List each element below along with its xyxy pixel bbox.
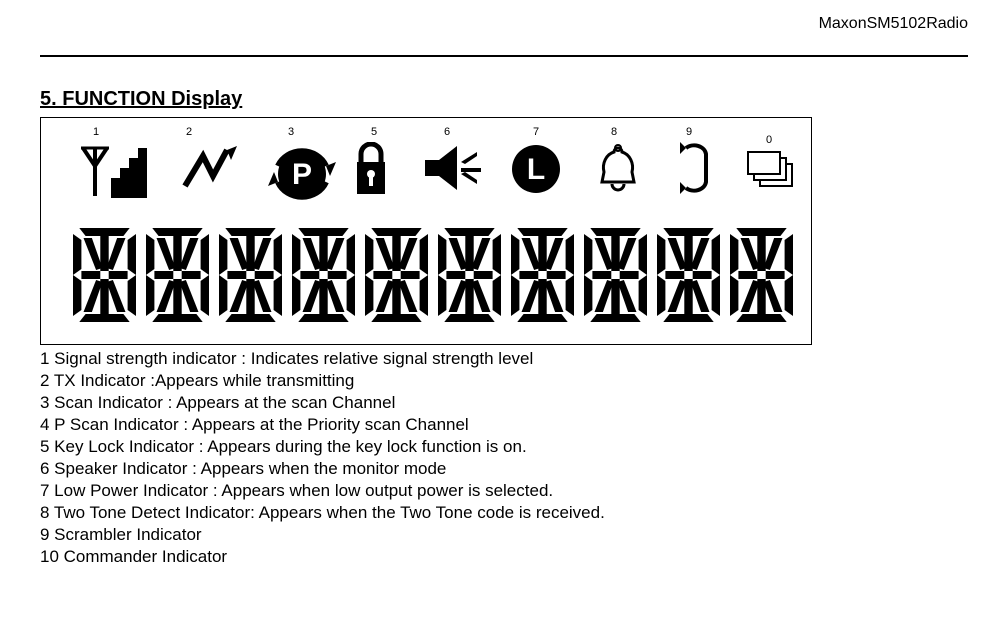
segment-digit xyxy=(438,228,501,322)
legend-item: 8 Two Tone Detect Indicator: Appears whe… xyxy=(40,502,605,524)
display-panel: 1 xyxy=(40,117,812,345)
two-tone-bell-icon xyxy=(594,142,649,196)
icon-cell-speaker: 6 xyxy=(421,126,493,211)
icon-cell-signal: 1 xyxy=(81,126,161,211)
icon-num-3: 3 xyxy=(288,126,294,138)
icon-cell-scan: 3 P 4 xyxy=(258,126,346,211)
icon-num-0: 0 xyxy=(766,134,772,146)
icon-num-9: 9 xyxy=(686,126,692,138)
icon-num-1: 1 xyxy=(93,126,99,138)
segment-digit xyxy=(730,228,793,322)
segment-row xyxy=(73,228,793,322)
segment-digit xyxy=(584,228,647,322)
segment-digit xyxy=(657,228,720,322)
icon-row: 1 xyxy=(41,126,811,211)
page: MaxonSM5102Radio 5. FUNCTION Display 1 xyxy=(0,0,1008,623)
segment-digit xyxy=(292,228,355,322)
legend-item: 5 Key Lock Indicator : Appears during th… xyxy=(40,436,605,458)
segment-digit xyxy=(219,228,282,322)
legend-list: 1 Signal strength indicator : Indicates … xyxy=(40,348,605,568)
icon-num-7: 7 xyxy=(533,126,539,138)
icon-num-6: 6 xyxy=(444,126,450,138)
icon-num-5: 5 xyxy=(371,126,377,138)
legend-item: 7 Low Power Indicator : Appears when low… xyxy=(40,480,605,502)
legend-item: 6 Speaker Indicator : Appears when the m… xyxy=(40,458,605,480)
segment-digit xyxy=(146,228,209,322)
legend-item: 2 TX Indicator :Appears while transmitti… xyxy=(40,370,605,392)
icon-cell-keylock: 5 xyxy=(351,126,406,211)
segment-digit xyxy=(511,228,574,322)
legend-item: 1 Signal strength indicator : Indicates … xyxy=(40,348,605,370)
icon-cell-commander: 0 xyxy=(746,126,806,211)
doc-header: MaxonSM5102Radio xyxy=(819,15,968,33)
scrambler-icon xyxy=(676,142,726,194)
speaker-icon xyxy=(421,142,493,194)
icon-cell-scrambler: 9 xyxy=(676,126,726,211)
key-lock-icon xyxy=(351,142,406,198)
segment-digit xyxy=(73,228,136,322)
icon-num-2: 2 xyxy=(186,126,192,138)
tx-arrow-icon xyxy=(181,142,251,192)
svg-text:L: L xyxy=(527,153,545,186)
icon-cell-bell: 8 xyxy=(594,126,649,211)
legend-item: 10 Commander Indicator xyxy=(40,546,605,568)
commander-icon xyxy=(746,150,806,192)
scan-circle-icon: P xyxy=(258,142,346,202)
signal-strength-icon xyxy=(81,142,161,198)
legend-item: 3 Scan Indicator : Appears at the scan C… xyxy=(40,392,605,414)
icon-cell-lowpower: 7 L xyxy=(509,126,569,211)
icon-num-8: 8 xyxy=(611,126,617,138)
legend-item: 9 Scrambler Indicator xyxy=(40,524,605,546)
section-title: 5. FUNCTION Display xyxy=(40,88,242,111)
low-power-icon: L xyxy=(509,142,569,196)
icon-cell-tx: 2 xyxy=(181,126,251,211)
legend-item: 4 P Scan Indicator : Appears at the Prio… xyxy=(40,414,605,436)
segment-digit xyxy=(365,228,428,322)
header-rule xyxy=(40,55,968,57)
icon-num-4: 4 xyxy=(314,162,320,173)
pscan-letter: P xyxy=(292,158,312,191)
